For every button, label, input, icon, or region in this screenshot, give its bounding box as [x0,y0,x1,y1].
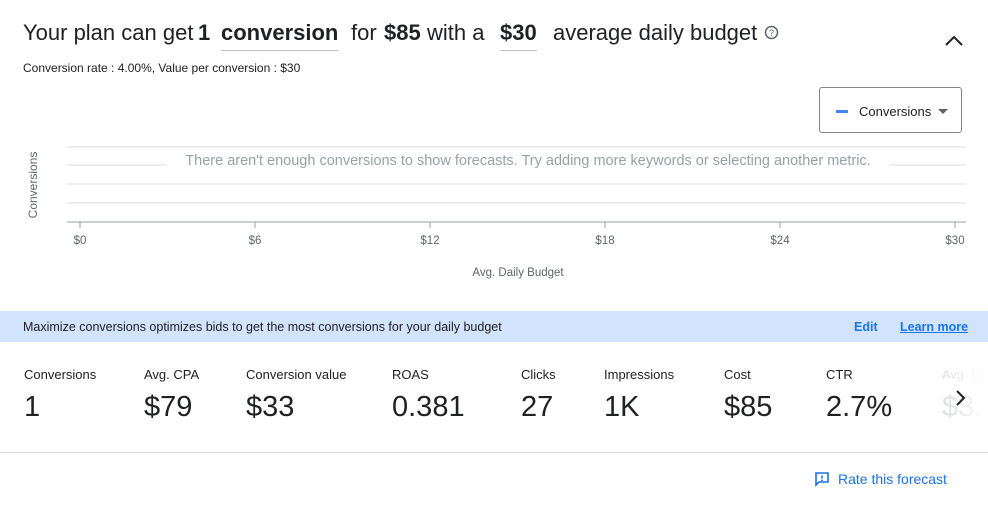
metric-label: Conversions [24,367,97,382]
scroll-right-button[interactable] [954,389,968,407]
legend-label: Conversions [859,104,932,119]
x-axis-label: Avg. Daily Budget [472,267,564,279]
x-tick-label: $18 [595,235,614,247]
help-icon[interactable]: ? [764,25,779,40]
headline-text: for [351,20,377,45]
learn-more-link[interactable]: Learn more [900,320,969,334]
metric-value: 1 [24,391,41,423]
metric-value: 2.7% [826,391,893,423]
headline-cost: $85 [384,20,421,45]
metric-label: Avg. CPA [144,367,200,382]
metric-label: Impressions [604,367,675,382]
headline-metric[interactable]: conversion [221,20,339,51]
metric-value: $85 [724,391,773,423]
metric-value: 0.381 [392,391,465,423]
banner-text: Maximize conversions optimizes bids to g… [23,320,502,334]
svg-text:?: ? [769,28,774,38]
headline-text: Your plan can get [23,20,194,45]
divider [0,452,988,453]
x-tick-label: $30 [945,235,964,247]
x-tick-label: $12 [420,235,439,247]
feedback-icon [815,472,829,487]
headline-count: 1 [198,20,211,45]
rate-forecast-link[interactable]: Rate this forecast [838,471,947,487]
metric-label: Clicks [521,367,556,382]
metric-label: Cost [724,367,751,382]
metric-value: $79 [144,391,193,423]
metric-label: CTR [826,367,853,382]
legend-swatch [836,110,848,113]
headline-text: with a [427,20,485,45]
headline-text: average daily budget [553,20,758,45]
chart: There aren't enough conversions to show … [26,146,966,279]
metric-value: $33 [246,391,295,423]
x-tick-label: $6 [249,235,262,247]
message-bg [167,148,889,172]
metric-value: 27 [521,391,554,423]
info-banner: Maximize conversions optimizes bids to g… [0,311,988,342]
edit-link[interactable]: Edit [854,320,878,334]
chart-message: There aren't enough conversions to show … [185,153,870,169]
y-axis-label: Conversions [26,152,40,219]
fade-overlay [930,345,988,450]
legend-dropdown[interactable]: Conversions [819,87,962,133]
metric-value: 1K [604,391,640,423]
collapse-button[interactable] [944,34,964,48]
dropdown-arrow [938,109,948,114]
x-tick-label: $0 [74,235,87,247]
subtitle: Conversion rate : 4.00%, Value per conve… [23,61,301,75]
headline-budget[interactable]: $30 [500,20,537,51]
x-tick-label: $24 [770,235,790,247]
metric-label: ROAS [392,367,429,382]
metric-label: Conversion value [246,367,347,382]
